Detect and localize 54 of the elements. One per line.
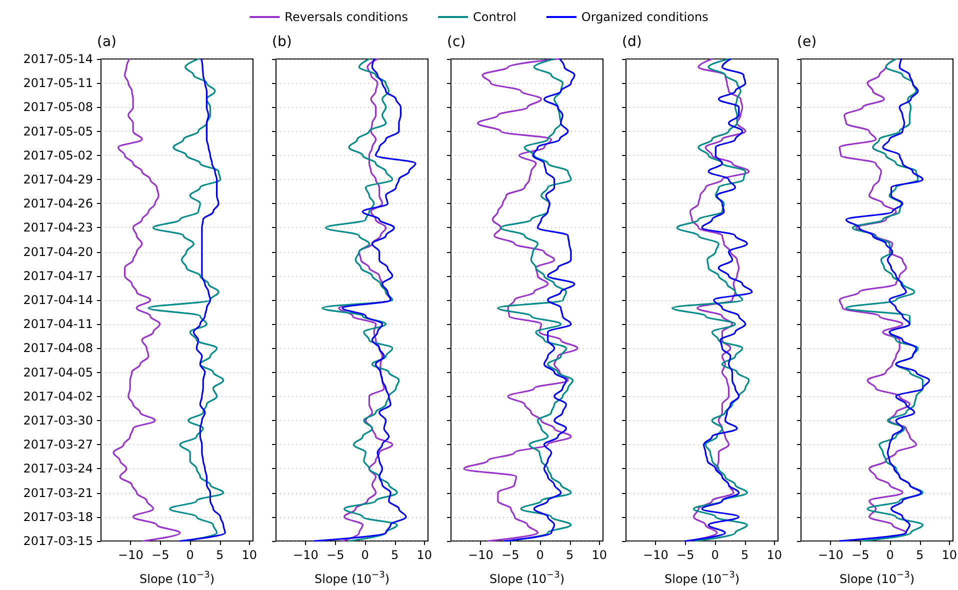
x-tick-label: −5 [326, 548, 344, 562]
y-tick-label: 2017-03-21 [23, 486, 93, 500]
y-tick-label: 2017-04-11 [23, 317, 93, 332]
y-tick-label: 2017-04-23 [23, 220, 93, 235]
x-tick-label: 5 [916, 548, 924, 562]
legend-label: Control [473, 10, 516, 24]
chart-title: (d) [622, 34, 642, 50]
x-tick-label: 10 [766, 548, 782, 562]
y-tick-label: 2017-03-24 [23, 462, 93, 476]
y-tick-label: 2017-05-05 [23, 124, 93, 138]
x-tick-label: 10 [416, 548, 432, 562]
x-tick-label: 5 [740, 548, 749, 562]
x-tick-label: 5 [566, 548, 574, 562]
x-tick-label: −5 [502, 548, 520, 562]
y-tick-label: 2017-04-29 [23, 172, 93, 186]
y-tick-label: 2017-05-11 [23, 76, 93, 90]
x-tick-label: −10 [293, 548, 318, 562]
chart-title: (b) [272, 34, 292, 50]
x-tick-label: −10 [818, 548, 844, 562]
y-tick-label: 2017-03-27 [23, 438, 93, 452]
y-tick-label: 2017-04-14 [23, 293, 93, 307]
x-tick-label: −5 [676, 548, 694, 562]
x-tick-label: 5 [216, 548, 224, 562]
y-tick-label: 2017-04-20 [23, 244, 93, 259]
x-tick-label: −10 [118, 548, 144, 562]
y-tick-label: 2017-05-14 [23, 52, 93, 66]
legend-label: Organized conditions [581, 10, 708, 24]
y-tick-label: 2017-04-02 [23, 389, 93, 404]
y-tick-label: 2017-04-08 [23, 341, 93, 356]
x-tick-label: 0 [711, 548, 719, 562]
y-tick-label: 2017-04-26 [23, 196, 93, 211]
y-tick-label: 2017-04-05 [23, 365, 93, 380]
x-tick-label: −5 [152, 548, 170, 562]
y-tick-label: 2017-03-18 [23, 510, 93, 524]
x-tick-label: 10 [592, 548, 608, 562]
x-tick-label: 0 [886, 548, 894, 562]
x-tick-label: 5 [390, 548, 399, 562]
x-tick-label: −5 [852, 548, 870, 562]
legend-label: Reversals conditions [284, 10, 408, 24]
x-tick-label: 10 [242, 548, 258, 562]
x-tick-label: 10 [942, 548, 958, 562]
x-tick-label: 0 [186, 548, 194, 562]
y-tick-label: 2017-03-30 [23, 414, 93, 428]
x-tick-label: 0 [536, 548, 544, 562]
chart-title: (e) [797, 34, 817, 50]
y-tick-label: 2017-04-17 [23, 268, 93, 283]
y-tick-label: 2017-05-08 [23, 100, 93, 114]
y-tick-label: 2017-05-02 [23, 148, 93, 162]
chart-title: (c) [447, 34, 466, 50]
x-tick-label: −10 [643, 548, 668, 562]
x-tick-label: −10 [468, 548, 494, 562]
x-tick-label: 0 [361, 548, 369, 562]
y-tick-label: 2017-03-15 [23, 534, 93, 548]
chart-title: (a) [97, 34, 117, 50]
